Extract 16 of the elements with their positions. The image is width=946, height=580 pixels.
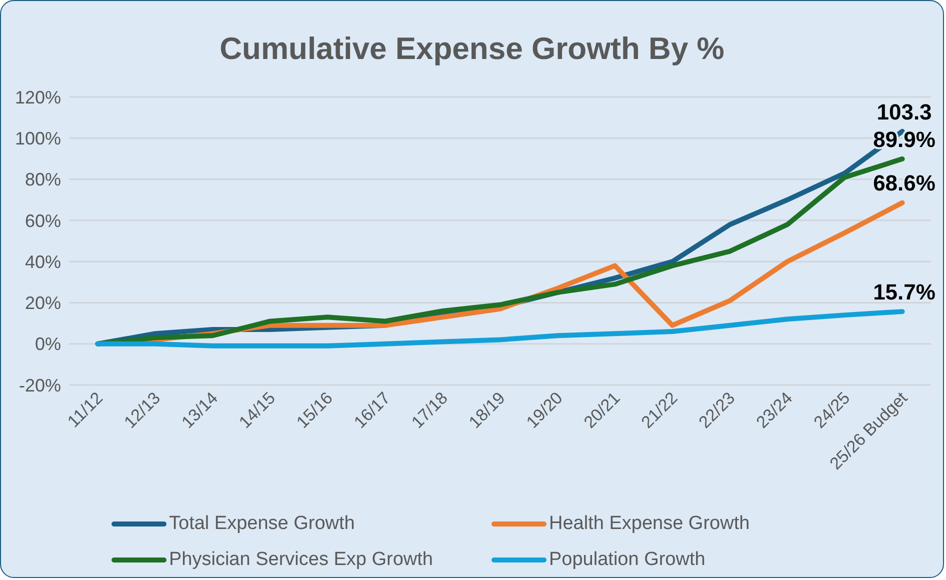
y-tick-label: 120% xyxy=(14,87,61,108)
legend-label: Population Growth xyxy=(549,549,706,571)
y-tick-label: 40% xyxy=(24,252,61,272)
y-tick-label: 60% xyxy=(24,210,61,231)
y-tick-label: 0% xyxy=(34,334,61,354)
y-tick-label: 100% xyxy=(14,128,61,149)
y-tick-label: 80% xyxy=(24,170,61,190)
legend-label: Physician Services Exp Growth xyxy=(169,549,433,571)
data-label: 68.6% xyxy=(873,170,936,196)
legend-label: Total Expense Growth xyxy=(169,513,355,535)
data-label: 15.7% xyxy=(873,280,936,305)
legend-label: Health Expense Growth xyxy=(549,513,750,535)
chart-title: Cumulative Expense Growth By % xyxy=(218,31,726,67)
y-tick-label: 20% xyxy=(24,293,61,314)
y-tick-label: -20% xyxy=(18,375,61,396)
data-label: 103.3 xyxy=(876,99,932,124)
